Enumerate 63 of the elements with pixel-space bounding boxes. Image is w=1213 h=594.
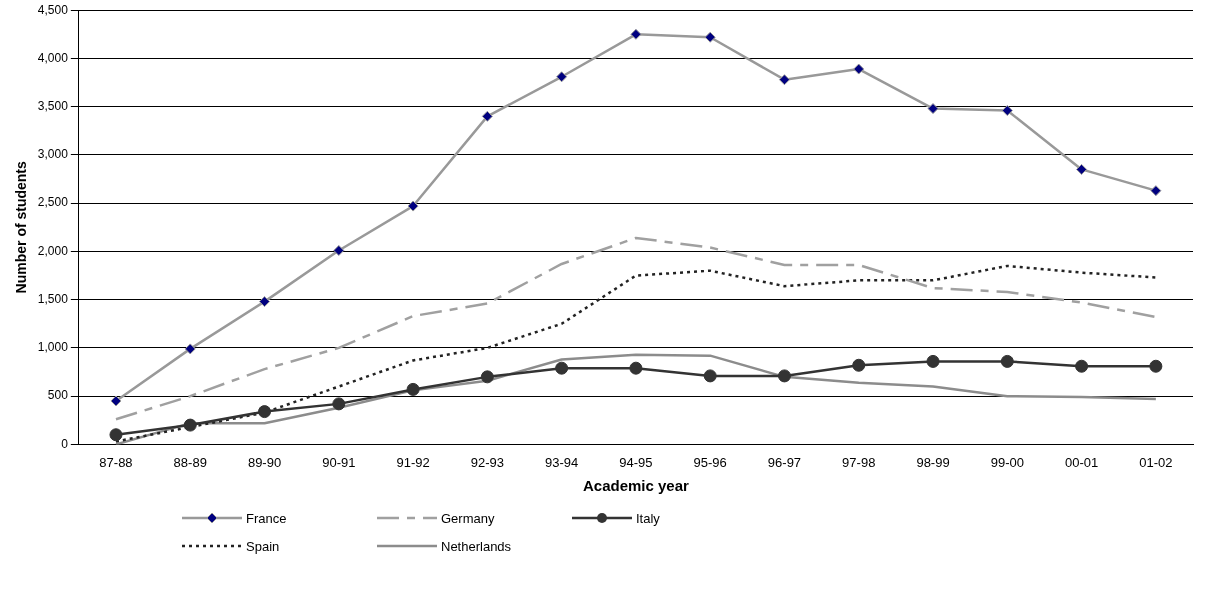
x-tick-label: 94-95 xyxy=(619,454,653,470)
x-tick-label: 88-89 xyxy=(173,454,207,470)
y-tick-label: 1,000 xyxy=(37,340,69,355)
legend-label: Italy xyxy=(636,510,660,526)
point xyxy=(1001,105,1013,117)
point xyxy=(184,343,196,355)
y-tick-label: 4,500 xyxy=(37,2,69,17)
x-tick-label: 89-90 xyxy=(247,454,282,470)
point xyxy=(852,358,866,372)
y-tick-label: 1,500 xyxy=(37,291,69,306)
x-tick-label: 98-99 xyxy=(916,454,950,470)
point xyxy=(407,200,419,212)
point xyxy=(629,361,643,375)
x-tick-label: 97-98 xyxy=(842,454,876,470)
point xyxy=(555,361,569,375)
point xyxy=(703,369,717,383)
point xyxy=(1075,359,1089,373)
y-tick-label: 3,500 xyxy=(37,99,69,113)
legend-label: Netherlands xyxy=(441,538,512,554)
point xyxy=(1000,354,1014,368)
x-tick-label: 93-94 xyxy=(545,454,579,470)
point xyxy=(926,354,940,368)
point xyxy=(258,405,272,419)
x-tick-label: 91-92 xyxy=(396,454,430,470)
point xyxy=(1076,163,1088,175)
y-tick-label: 4,000 xyxy=(37,50,69,65)
y-tick-label: 0 xyxy=(61,436,69,451)
point xyxy=(406,382,420,396)
point xyxy=(481,110,493,122)
x-tick-label: 01-02 xyxy=(1139,454,1173,470)
x-axis-title: Academic year xyxy=(582,477,690,495)
x-tick-label: 00-01 xyxy=(1064,454,1099,470)
point xyxy=(480,370,494,384)
x-tick-label: 90-91 xyxy=(322,454,356,470)
point xyxy=(109,428,123,442)
legend-label: France xyxy=(246,510,287,526)
point xyxy=(1150,185,1162,197)
y-tick-label: 500 xyxy=(47,388,69,403)
point xyxy=(556,71,568,83)
point xyxy=(630,28,642,40)
point xyxy=(110,395,122,407)
point xyxy=(259,296,271,308)
x-tick-label: 95-96 xyxy=(693,454,727,470)
x-tick-label: 87-88 xyxy=(99,454,133,470)
x-tick-label: 92-93 xyxy=(470,454,504,470)
y-tick-label: 2,000 xyxy=(37,243,69,258)
point xyxy=(927,103,939,115)
y-axis-title: Number of students xyxy=(13,160,30,294)
point xyxy=(778,74,790,86)
x-tick-label: 99-00 xyxy=(990,454,1024,470)
line-series xyxy=(114,236,1158,421)
point xyxy=(332,397,346,411)
point xyxy=(704,31,716,43)
y-tick-label: 2,500 xyxy=(37,195,69,210)
point xyxy=(777,369,791,383)
point xyxy=(853,63,865,75)
legend-label: Spain xyxy=(246,538,280,554)
point xyxy=(1149,359,1163,373)
legend-label: Germany xyxy=(441,510,495,526)
y-tick-label: 3,000 xyxy=(37,147,69,162)
point xyxy=(333,244,345,256)
x-tick-label: 96-97 xyxy=(767,454,802,470)
point xyxy=(183,418,197,432)
